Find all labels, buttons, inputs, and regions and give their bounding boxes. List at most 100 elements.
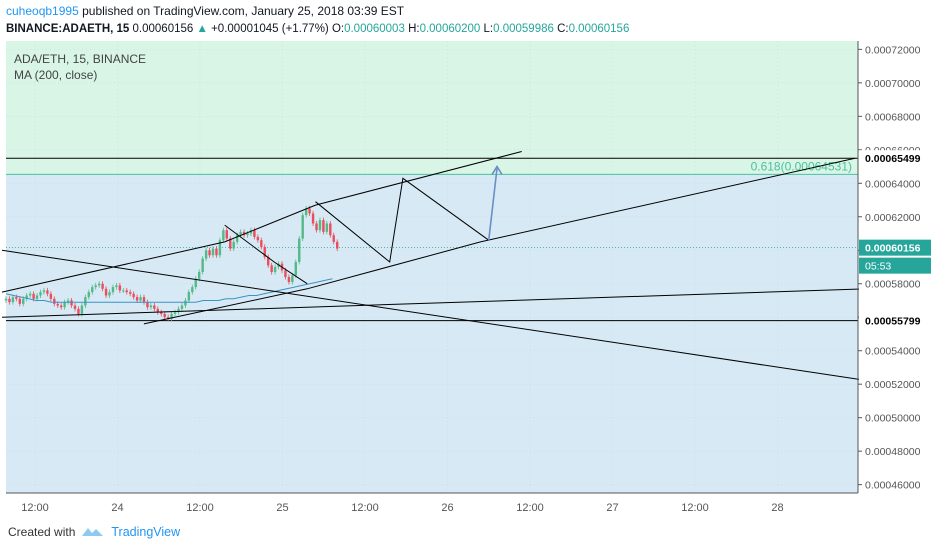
candle	[118, 285, 122, 291]
candle	[253, 230, 256, 237]
candle	[35, 295, 39, 299]
candle	[56, 303, 59, 306]
candle	[15, 297, 18, 299]
candle	[191, 287, 194, 293]
last-price: 0.00060156	[132, 23, 194, 35]
current-price-badge: 0.00060156	[865, 243, 921, 255]
candle	[177, 308, 180, 313]
candle	[287, 277, 291, 283]
candle	[170, 313, 173, 319]
trendline-pullback-left[interactable]	[224, 224, 308, 285]
candle	[273, 267, 277, 273]
trendline-flat-line[interactable]	[1, 288, 869, 318]
candle	[198, 272, 201, 279]
candle	[194, 278, 197, 288]
candle	[22, 298, 25, 304]
candle	[315, 223, 318, 231]
candle	[142, 297, 146, 303]
candle	[232, 241, 235, 249]
y-tick-label: 0.00048000	[865, 446, 921, 458]
x-tick-label: 12:00	[681, 502, 709, 514]
low-label: L:	[483, 23, 494, 35]
ma-200-line	[5, 278, 333, 303]
candle	[301, 215, 304, 239]
candle	[225, 230, 228, 239]
candle	[173, 312, 177, 314]
open-label: O:	[331, 23, 345, 35]
candle	[42, 290, 46, 293]
candle	[39, 292, 42, 296]
candle	[53, 298, 56, 304]
x-tick-label: 25	[276, 502, 288, 514]
candle	[298, 238, 301, 262]
symbol-info-bar: BINANCE:ADAETH, 15 0.00060156 ▲ +0.00001…	[6, 22, 629, 36]
candle	[87, 292, 90, 298]
candle	[218, 240, 222, 256]
candle	[246, 233, 249, 236]
candle	[208, 250, 211, 256]
publish-info: cuheoqb1995 published on TradingView.com…	[6, 4, 404, 18]
candle	[28, 293, 32, 296]
candle	[270, 265, 273, 273]
candle	[18, 298, 21, 304]
price-chart[interactable]: 0.618(0.00064531) 0.00072000 0.00070000 0.0…	[0, 40, 932, 522]
candle	[163, 313, 166, 318]
published-text: published on TradingView.com, January 25…	[82, 4, 405, 18]
trendline-descending-line[interactable]	[1, 249, 869, 382]
projection-arrow[interactable]	[487, 168, 498, 241]
candle	[70, 300, 73, 306]
candle	[235, 235, 239, 242]
x-tick-label: 28	[771, 502, 783, 514]
candle	[166, 317, 170, 319]
candle	[291, 275, 294, 283]
open-value: 0.00060003	[344, 23, 405, 35]
candle	[146, 302, 149, 308]
projection-arrow-head	[491, 165, 503, 175]
candle	[318, 220, 322, 231]
candle	[125, 290, 128, 293]
candle	[84, 297, 87, 306]
indicator-legend[interactable]: MA (200, close)	[14, 68, 98, 82]
upper-zone	[6, 41, 858, 175]
candle	[187, 292, 191, 301]
author-link[interactable]: cuheoqb1995	[6, 4, 79, 18]
candle	[215, 248, 218, 256]
candle	[91, 287, 94, 293]
candle	[322, 220, 325, 232]
lower-level-badge: 0.00055799	[865, 316, 921, 328]
countdown-bg	[859, 257, 931, 274]
candle	[149, 305, 153, 308]
candle	[311, 213, 315, 224]
tradingview-logo-icon	[82, 528, 104, 536]
y-tick-label: 0.00064000	[865, 178, 921, 190]
candle	[249, 230, 253, 234]
up-arrow-icon: ▲	[196, 23, 208, 35]
candle	[97, 283, 101, 286]
high-value: 0.00060200	[419, 23, 481, 35]
y-tick-label: 0.00058000	[865, 279, 921, 291]
candle	[204, 250, 208, 259]
y-tick-label: 0.00052000	[865, 379, 921, 391]
candle	[211, 248, 215, 256]
y-tick-label: 0.00068000	[865, 111, 921, 123]
lower-zone	[6, 174, 858, 493]
candle	[222, 230, 225, 241]
candle	[294, 261, 297, 276]
footer: Created with TradingView	[8, 525, 180, 539]
candle	[201, 258, 204, 273]
tradingview-brand[interactable]: TradingView	[111, 525, 181, 539]
candle	[32, 293, 35, 299]
x-tick-label: 12:00	[186, 502, 214, 514]
series-legend: ADA/ETH, 15, BINANCE	[14, 52, 147, 66]
upper-level-badge-bg	[859, 150, 931, 167]
candle	[325, 223, 329, 232]
y-tick-label: 0.00050000	[865, 413, 921, 425]
candle	[129, 292, 132, 294]
candle	[66, 300, 70, 303]
candle	[156, 308, 159, 313]
trendline-zigzag-projection[interactable]	[315, 177, 489, 263]
candle	[304, 208, 308, 216]
candle	[49, 293, 53, 299]
y-tick-label: 0.00072000	[865, 44, 921, 56]
trendline-channel-lower[interactable]	[143, 157, 856, 325]
